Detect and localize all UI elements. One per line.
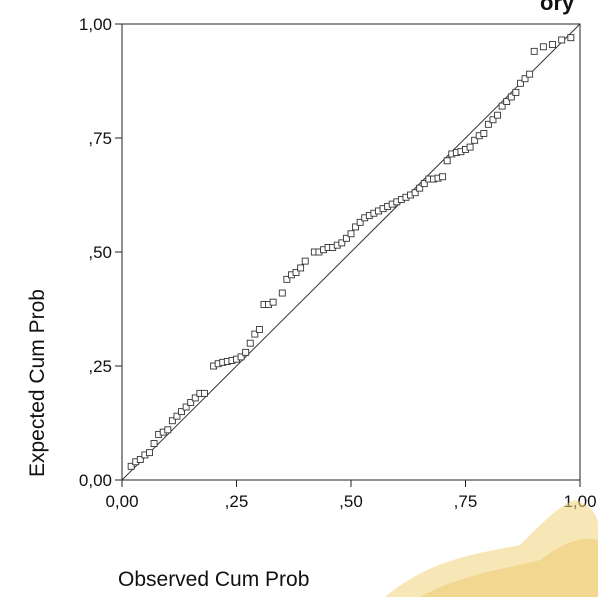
data-point-60	[411, 189, 419, 197]
data-point-33	[283, 275, 291, 283]
data-point-11	[173, 412, 181, 420]
data-point-77	[489, 116, 497, 124]
data-point-88	[549, 41, 556, 48]
y-tick-label: ,75	[88, 129, 112, 148]
y-tick-label: ,25	[88, 357, 112, 376]
y-tick-label: 1,00	[79, 15, 112, 34]
data-point-85	[526, 70, 534, 78]
y-tick-label: ,50	[88, 243, 112, 262]
data-point-82	[512, 88, 520, 96]
data-point-46	[347, 230, 355, 238]
data-point-89	[558, 36, 566, 44]
data-point-87	[539, 43, 547, 51]
data-point-76	[484, 120, 492, 128]
data-point-25	[242, 348, 250, 356]
y-axis: 0,00 ,25 ,50 ,75 1,00	[79, 15, 122, 490]
data-point-44	[338, 239, 346, 247]
data-point-31	[269, 298, 277, 306]
data-point-5	[146, 449, 153, 457]
plot-area	[121, 23, 581, 481]
data-point-83	[517, 79, 524, 87]
x-tick-label: 1,00	[563, 492, 596, 511]
x-tick-label: ,50	[339, 492, 363, 511]
data-point-73	[471, 136, 479, 144]
data-point-75	[480, 129, 488, 137]
data-point-67	[443, 157, 451, 165]
data-point-86	[530, 47, 538, 55]
data-point-36	[297, 264, 305, 272]
data-point-24	[237, 353, 245, 361]
data-point-47	[352, 223, 360, 231]
data-point-12	[178, 408, 185, 416]
data-point-72	[466, 143, 474, 151]
data-point-6	[150, 440, 158, 447]
y-tick-label: 0,00	[79, 471, 112, 490]
data-point-15	[191, 394, 199, 402]
data-point-28	[255, 326, 263, 333]
data-point-32	[278, 289, 286, 297]
data-point-37	[301, 257, 309, 265]
data-point-66	[439, 173, 447, 181]
x-tick-label: 0,00	[105, 492, 138, 511]
data-point-78	[494, 111, 502, 119]
data-point-1	[127, 462, 135, 470]
data-point-17	[200, 389, 208, 397]
data-point-81	[507, 93, 515, 101]
data-point-14	[187, 399, 195, 406]
data-point-62	[420, 180, 428, 188]
data-point-35	[292, 269, 300, 276]
data-point-80	[503, 98, 511, 105]
corner-text: ory	[540, 0, 575, 15]
data-point-27	[251, 330, 259, 338]
x-tick-label: ,75	[454, 492, 478, 511]
data-point-79	[498, 102, 506, 110]
x-axis-title: Observed Cum Prob	[118, 568, 309, 591]
data-point-10	[168, 417, 176, 425]
data-point-90	[567, 34, 575, 42]
data-point-45	[342, 234, 350, 242]
y-axis-title: Expected Cum Prob	[26, 289, 49, 477]
x-tick-label: ,25	[225, 492, 249, 511]
data-point-13	[182, 403, 190, 411]
data-point-9	[164, 426, 172, 434]
data-point-26	[246, 339, 254, 347]
data-point-48	[356, 218, 364, 226]
data-point-84	[521, 75, 529, 83]
data-point-3	[136, 456, 144, 463]
data-point-61	[416, 184, 424, 192]
